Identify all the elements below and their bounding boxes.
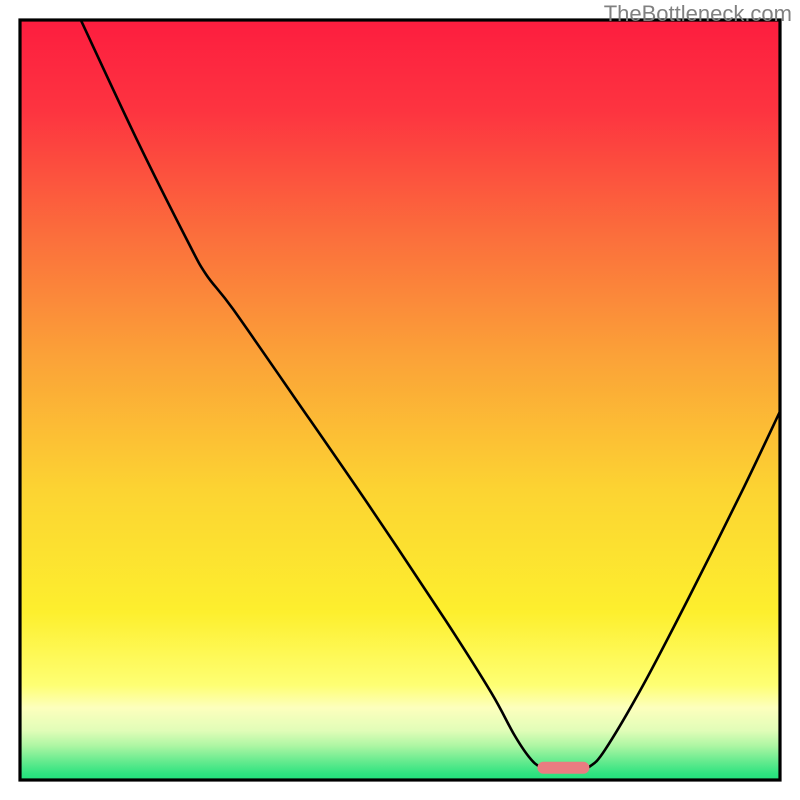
optimum-marker [537,762,589,774]
bottleneck-chart [0,0,800,800]
watermark-text: TheBottleneck.com [604,1,792,27]
